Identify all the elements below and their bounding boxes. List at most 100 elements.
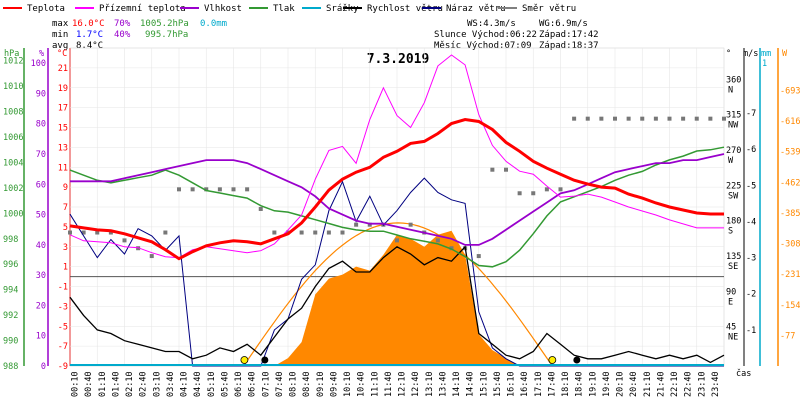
- x-tick-18:40: 18:40: [575, 371, 585, 397]
- ms-tick-7: -7: [746, 109, 756, 119]
- info-moon-set: Západ:18:37: [539, 41, 599, 51]
- hpa-tick-1012: 1012: [3, 57, 23, 67]
- info-moon: Měsíc Východ:07:09: [434, 41, 532, 51]
- x-tick-06:40: 06:40: [248, 371, 258, 397]
- x-tick-14:40: 14:40: [466, 371, 476, 397]
- temp-tick--7: -7: [58, 342, 68, 352]
- x-tick-19:10: 19:10: [588, 371, 598, 397]
- x-tick-17:40: 17:40: [547, 371, 557, 397]
- x-tick-15:10: 15:10: [479, 371, 489, 397]
- series-teplota: [69, 117, 724, 261]
- x-tick-11:40: 11:40: [384, 371, 394, 397]
- x-tick-05:10: 05:10: [207, 371, 217, 397]
- wind-dir-dot: [681, 116, 686, 121]
- temp-axis-title: °C: [57, 49, 67, 59]
- wind-dir-dot: [326, 230, 331, 235]
- wind-dir-dot: [395, 238, 399, 243]
- x-tick-21:10: 21:10: [643, 371, 653, 397]
- w-tick-308: -308: [780, 240, 800, 250]
- sunrise-marker: [240, 356, 249, 364]
- hpa-tick-1002: 1002: [3, 184, 23, 194]
- w-tick-labels: -693 -616 -539 -462 -385 -308 -231 -154 -77: [780, 87, 800, 342]
- wind-dir-dot: [653, 116, 658, 121]
- temp-tick-15: 15: [58, 124, 68, 134]
- dir-tick-180: 180: [726, 217, 741, 227]
- stats-block: max 16.0°C 70% 1005.2hPa 0.0mm min 1.7°C…: [52, 19, 227, 51]
- legend-label-vlhkost: Vlhkost: [204, 4, 242, 14]
- hpa-tick-988: 988: [3, 362, 18, 372]
- w-tick-616: -616: [780, 117, 800, 127]
- wind-dir-dot: [667, 116, 672, 121]
- legend-label-tlak: Tlak: [273, 4, 295, 14]
- wind-dir-dot: [572, 116, 577, 121]
- wind-dir-dot: [435, 238, 440, 243]
- dir-tick-NW: NW: [728, 121, 739, 131]
- stat-min-label: min: [52, 30, 68, 40]
- sunset-marker: [548, 356, 557, 364]
- x-tick-02:10: 02:10: [125, 371, 135, 397]
- x-tick-10:10: 10:10: [343, 371, 353, 397]
- x-tick-01:40: 01:40: [111, 371, 121, 397]
- w-tick-539: -539: [780, 148, 800, 158]
- hpa-tick-994: 994: [3, 286, 18, 296]
- wind-dir-dot: [272, 230, 277, 235]
- wind-dir-dot: [408, 222, 413, 227]
- stat-max-hum: 70%: [114, 19, 131, 29]
- hpa-tick-990: 990: [3, 337, 18, 347]
- hpa-axis-title: hPa: [4, 49, 19, 59]
- x-tick-12:10: 12:10: [398, 371, 408, 397]
- x-tick-16:40: 16:40: [520, 371, 530, 397]
- hum-tick-90: 90: [36, 89, 46, 99]
- stat-min-hum: 40%: [114, 30, 131, 40]
- wind-dir-dot: [108, 230, 113, 235]
- theoretical-sun-curve: [243, 222, 553, 367]
- ms-tick-3: -3: [746, 254, 756, 264]
- wind-dir-dot: [163, 230, 168, 235]
- temp-tick-3: 3: [63, 243, 68, 253]
- mm-axis-title: mm: [761, 49, 771, 59]
- hpa-tick-1004: 1004: [3, 158, 23, 168]
- wind-dir-dot: [599, 116, 604, 121]
- legend-label-prizemni: Přízemní teplota: [99, 4, 186, 14]
- temp-tick-19: 19: [58, 84, 68, 94]
- ms-tick-4: -4: [746, 217, 756, 227]
- x-tick-labels: 00:10 00:40 01:10 01:40 02:10 02:40 03:10 03:40…: [71, 371, 721, 397]
- wind-dir-dot: [640, 116, 645, 121]
- temp-tick-13: 13: [58, 143, 68, 153]
- x-tick-03:10: 03:10: [152, 371, 162, 397]
- temp-tick--1: -1: [58, 283, 68, 293]
- temp-tick--5: -5: [58, 322, 68, 332]
- info-sun-set: Západ:17:42: [539, 30, 599, 40]
- legend-label-srazky: Srážky: [326, 4, 359, 14]
- wind-info: WS:4.3m/s WG:6.9m/s Slunce Východ:06:22 …: [434, 19, 599, 51]
- hpa-tick-998: 998: [3, 235, 18, 245]
- x-tick-04:10: 04:10: [180, 371, 190, 397]
- chart-title: 7.3.2019: [367, 52, 430, 67]
- right-axes: ° m/s mm W 360N315NW270W225SW180S135SE90…: [726, 48, 800, 379]
- dir-tick-135: 135: [726, 252, 741, 262]
- temp-tick-21: 21: [58, 64, 68, 74]
- stat-min-press: 995.7hPa: [145, 30, 188, 40]
- temp-tick-1: 1: [63, 263, 68, 273]
- wind-dir-dot: [81, 230, 86, 235]
- dir-tick-N: N: [728, 85, 733, 95]
- dir-tick-E: E: [728, 297, 733, 307]
- series-rychlost-vetru: [69, 245, 725, 364]
- hpa-tick-1006: 1006: [3, 133, 23, 143]
- x-tick-21:40: 21:40: [656, 371, 666, 397]
- w-tick-154: -154: [780, 301, 800, 311]
- ms-tick-labels: -7 -6 -5 -4 -3 -2 -1: [746, 109, 756, 336]
- stat-max-press: 1005.2hPa: [140, 19, 189, 29]
- x-tick-18:10: 18:10: [561, 371, 571, 397]
- hpa-tick-992: 992: [3, 311, 18, 321]
- x-tick-20:40: 20:40: [629, 371, 639, 397]
- plot-area: [68, 47, 726, 367]
- wind-dir-dot: [340, 230, 345, 235]
- w-tick-693: -693: [780, 87, 800, 97]
- w-tick-77: -77: [780, 331, 795, 341]
- dir-tick-NE: NE: [728, 333, 738, 343]
- hpa-tick-labels: 1012 1010 1008 1006 1004 1002 1000 998 996 994 992…: [3, 57, 23, 372]
- x-tick-20:10: 20:10: [616, 371, 626, 397]
